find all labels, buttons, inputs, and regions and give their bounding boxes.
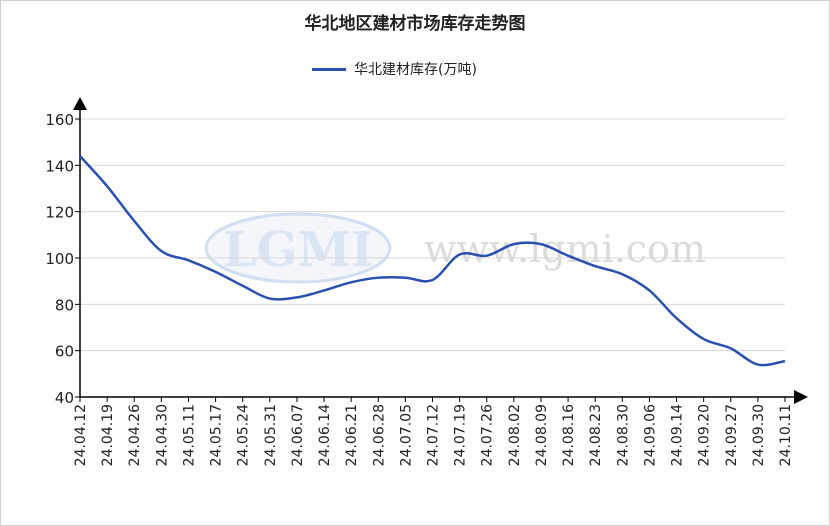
x-tick-label: 24.09.27 — [724, 404, 740, 466]
x-tick-label: 24.06.21 — [344, 404, 360, 466]
x-tick-label: 24.07.05 — [398, 404, 414, 466]
watermark-logo: LGMI — [223, 222, 373, 278]
x-tick-label: 24.04.12 — [73, 404, 89, 466]
x-axis-ticks: 24.04.12 24.04.19 24.04.26 24.04.30 24.05.11… — [73, 397, 794, 466]
y-tick-label: 120 — [45, 204, 74, 222]
series-layer — [79, 155, 786, 367]
watermark-logo-ellipse — [204, 212, 392, 284]
x-tick-label: 24.05.17 — [209, 404, 225, 466]
grid-lines — [80, 118, 785, 352]
y-axis-ticks: 40 60 80 100 120 140 160 — [45, 111, 80, 407]
x-tick-label: 24.05.31 — [263, 404, 279, 466]
x-tick-label: 24.09.30 — [751, 404, 767, 466]
x-tick-label: 24.07.19 — [453, 404, 469, 466]
x-tick-label: 24.04.30 — [154, 404, 170, 466]
x-tick-label: 24.07.12 — [426, 404, 442, 466]
x-tick-label: 24.09.14 — [670, 404, 686, 466]
x-tick-label: 24.06.14 — [317, 404, 333, 466]
x-tick-label: 24.05.11 — [181, 404, 197, 466]
x-tick-label: 24.09.06 — [642, 404, 658, 466]
y-tick-label: 80 — [55, 296, 74, 314]
x-tick-label: 24.06.07 — [290, 404, 306, 466]
x-tick-label: 24.06.28 — [371, 404, 387, 466]
watermark-site: www.lgmi.com — [424, 227, 706, 271]
x-tick-label: 24.08.02 — [507, 404, 523, 466]
x-tick-label: 24.08.09 — [534, 404, 550, 466]
y-tick-label: 160 — [45, 111, 74, 129]
x-tick-label: 24.04.19 — [100, 404, 116, 466]
chart-title: 华北地区建材市场库存走势图 — [304, 14, 526, 34]
legend-line-swatch — [312, 67, 346, 71]
x-tick-label: 24.09.20 — [697, 404, 713, 466]
y-tick-label: 140 — [45, 157, 74, 175]
x-tick-label: 24.07.26 — [480, 404, 496, 466]
x-tick-label: 24.08.30 — [615, 404, 631, 466]
x-axis-arrow — [794, 390, 808, 404]
legend-label: 华北建材库存(万吨) — [354, 62, 477, 78]
x-tick-label: 24.05.24 — [236, 404, 252, 466]
y-tick-label: 40 — [55, 389, 74, 407]
chart-legend: 华北建材库存(万吨) — [312, 60, 477, 78]
watermark: LGMI www.lgmi.com — [204, 212, 706, 284]
x-tick-label: 24.10.11 — [778, 404, 794, 466]
y-tick-label: 100 — [45, 250, 74, 268]
x-tick-label: 24.08.23 — [588, 404, 604, 466]
x-tick-label: 24.04.26 — [127, 404, 143, 466]
x-tick-label: 24.08.16 — [561, 404, 577, 466]
y-axis-arrow — [73, 97, 87, 110]
y-tick-label: 60 — [55, 343, 74, 361]
